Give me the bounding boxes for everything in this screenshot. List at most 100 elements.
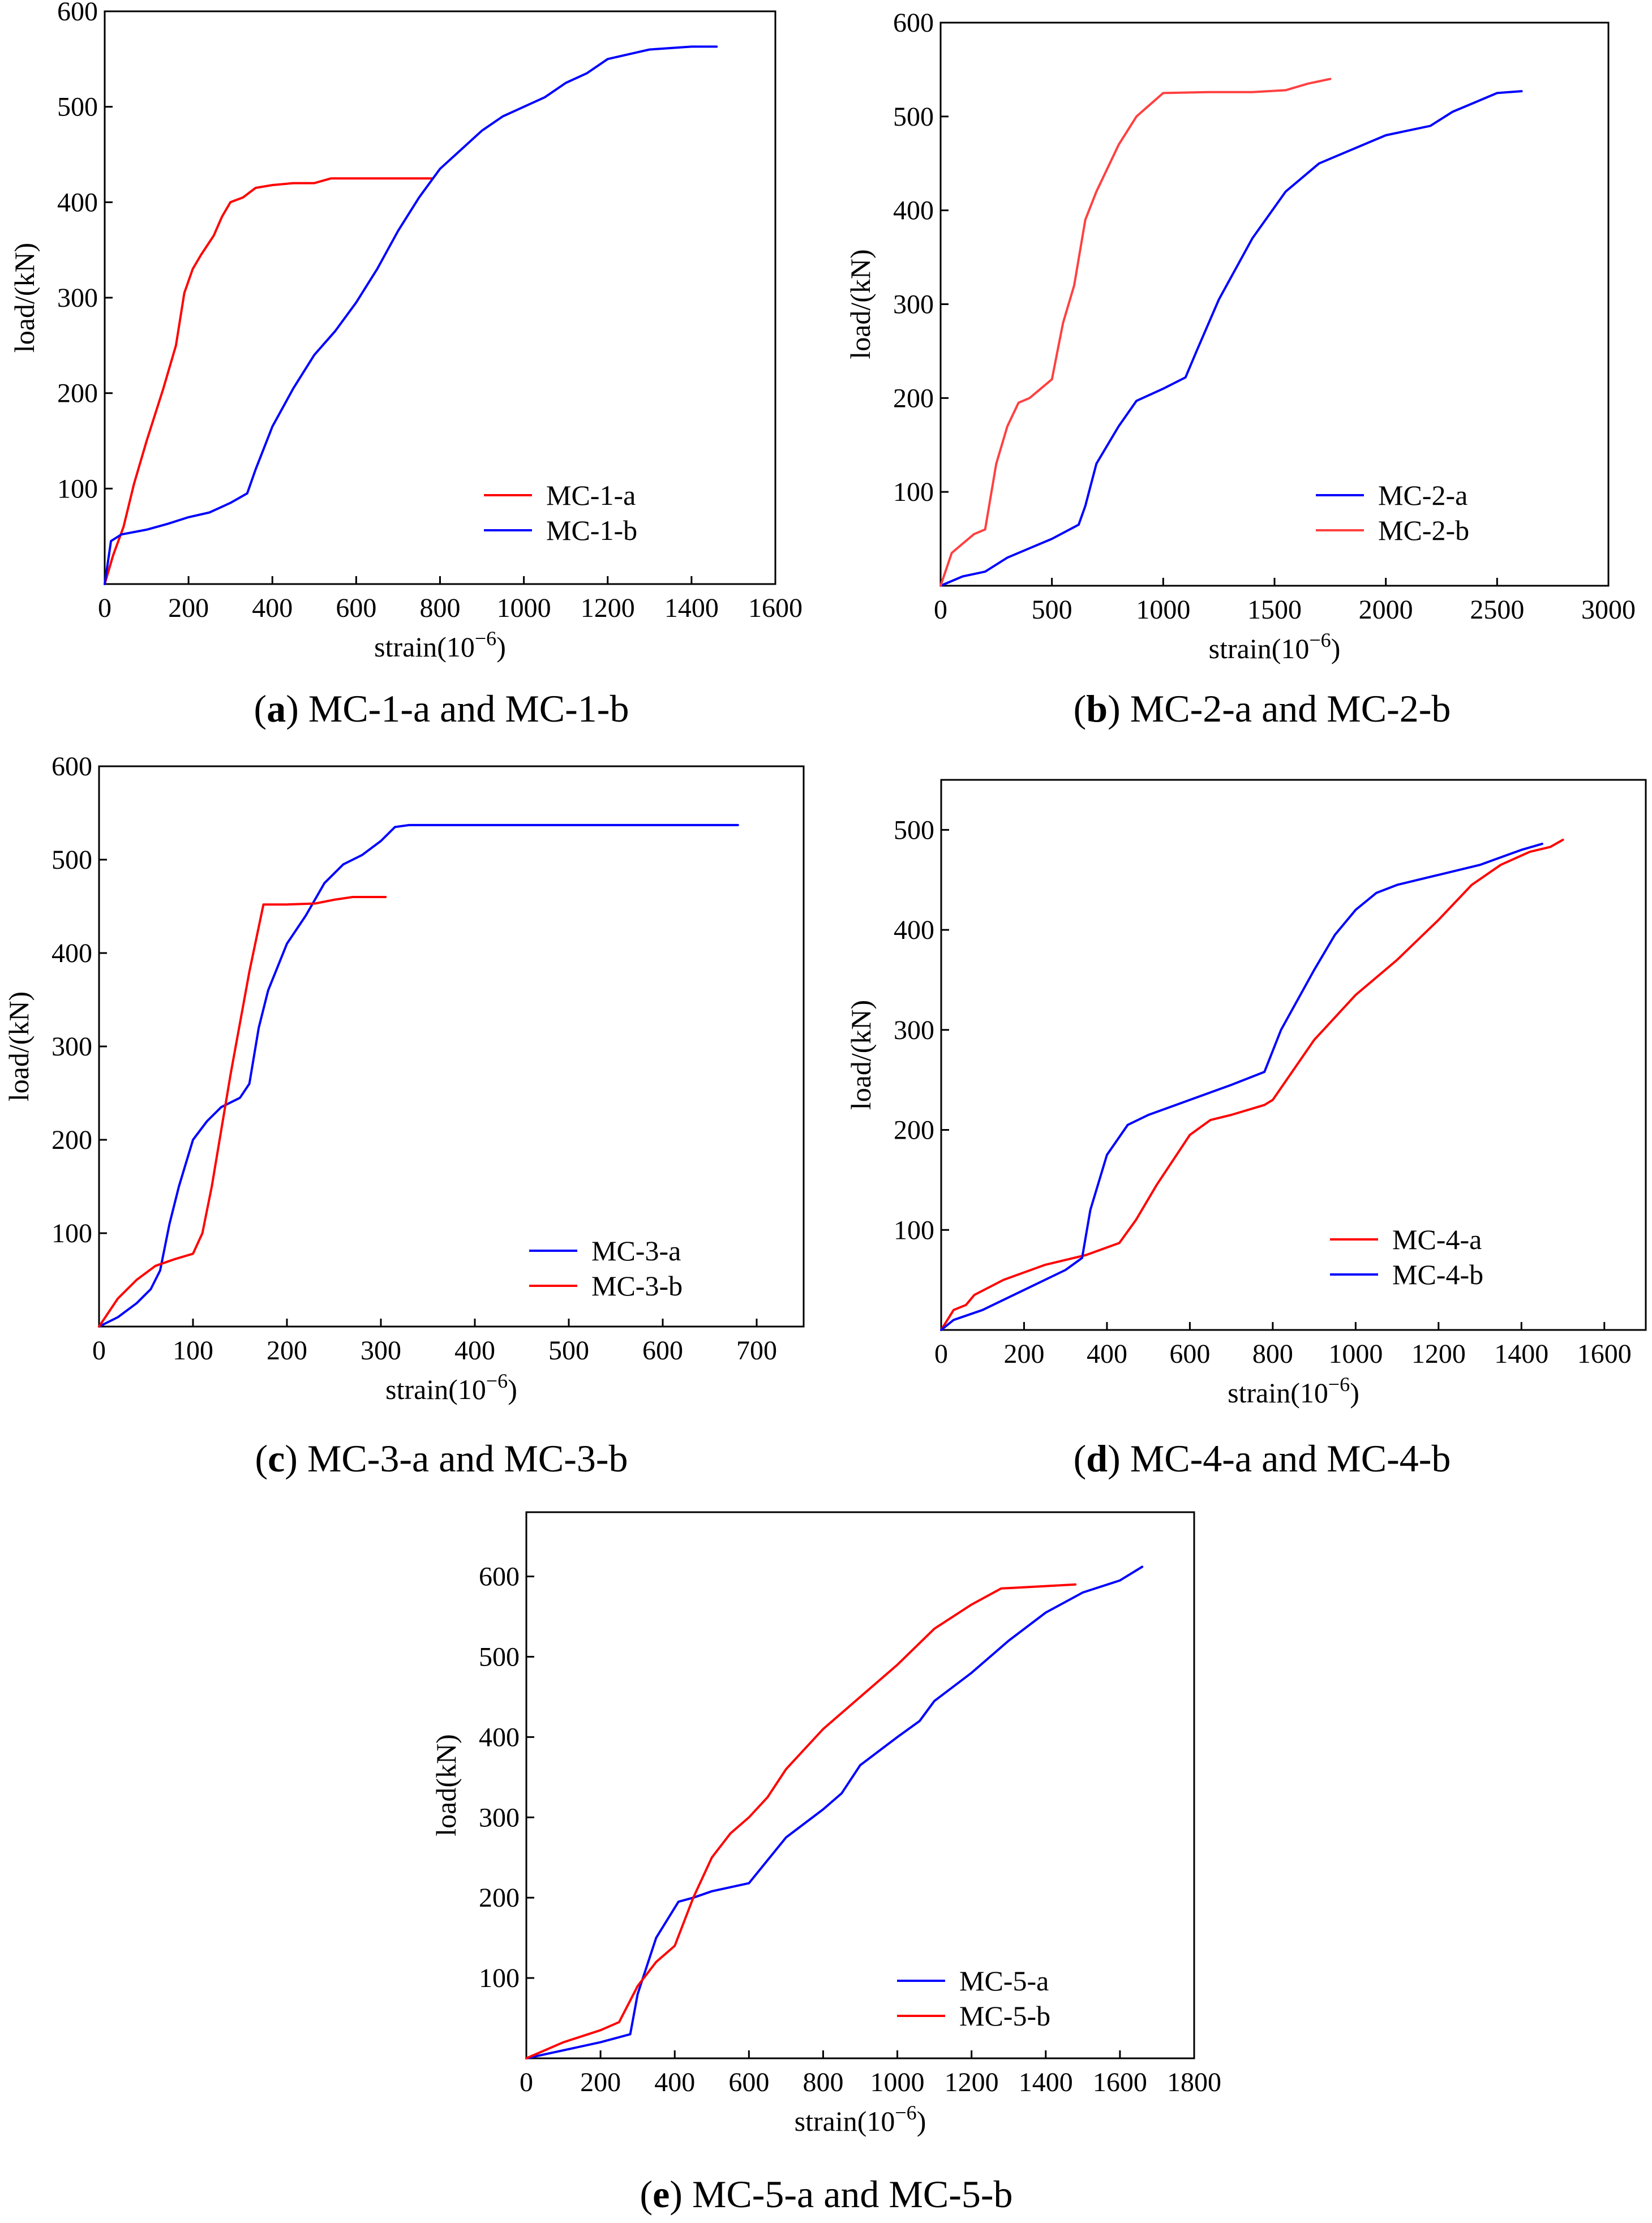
caption-letter: d — [1086, 1437, 1108, 1480]
x-tick-label: 200 — [1003, 1339, 1044, 1369]
y-tick-label: 400 — [57, 187, 98, 217]
x-tick-label: 2500 — [1470, 595, 1524, 625]
legend-label: MC-5-a — [959, 1965, 1049, 1997]
x-tick-label: 1200 — [1411, 1339, 1466, 1369]
caption-close: ) — [1108, 1437, 1121, 1480]
x-tick-label: 1200 — [945, 2067, 999, 2097]
x-axis-label-exponent: −6 — [1309, 629, 1331, 651]
caption-close: ) — [670, 2173, 683, 2216]
y-tick-label: 300 — [479, 1803, 520, 1833]
x-axis-label-exponent: −6 — [895, 2101, 916, 2124]
panel-caption: (a) MC-1-a and MC-1-b — [254, 687, 629, 730]
x-axis-label-close: ) — [917, 2105, 926, 2137]
y-tick-label: 100 — [479, 1963, 520, 1993]
caption-text: MC-5-a and MC-5-b — [683, 2173, 1013, 2216]
caption-letter: b — [1086, 687, 1108, 730]
legend-label: MC-2-b — [1378, 514, 1469, 546]
x-axis-label-exponent: −6 — [475, 627, 496, 650]
x-axis-label-exponent: −6 — [1328, 1373, 1350, 1396]
y-tick-label: 200 — [57, 379, 98, 409]
legend-label: MC-2-a — [1378, 479, 1468, 511]
x-tick-label: 1000 — [497, 593, 551, 623]
x-tick-label: 200 — [168, 593, 209, 623]
x-tick-label: 600 — [1169, 1339, 1210, 1369]
x-axis-label-base: strain(10 — [1209, 633, 1310, 664]
caption-text: MC-1-a and MC-1-b — [299, 687, 629, 730]
y-tick-label: 300 — [894, 1015, 934, 1045]
legend-label: MC-3-a — [591, 1235, 681, 1267]
series-line-MC-1-a — [104, 177, 433, 585]
x-tick-label: 800 — [420, 593, 461, 623]
panel-caption: (c) MC-3-a and MC-3-b — [255, 1437, 628, 1480]
series-line-MC-4-a — [940, 839, 1564, 1331]
caption-close: ) — [285, 1437, 298, 1480]
y-tick-label: 400 — [52, 938, 92, 968]
plot-frame — [104, 10, 776, 585]
x-axis-label-base: strain(10 — [1228, 1377, 1328, 1409]
y-tick-label: 500 — [57, 92, 98, 122]
caption-letter: c — [268, 1437, 285, 1480]
x-tick-label: 800 — [803, 2067, 843, 2097]
series-line-MC-5-a — [525, 1565, 1144, 2059]
x-tick-label: 0 — [520, 2067, 533, 2097]
y-tick-label: 500 — [479, 1642, 520, 1672]
y-tick-label: 200 — [479, 1883, 520, 1913]
x-tick-label: 1600 — [1577, 1339, 1632, 1369]
y-tick-label: 100 — [52, 1218, 92, 1248]
x-tick-label: 1000 — [870, 2067, 925, 2097]
x-tick-label: 400 — [252, 593, 293, 623]
x-tick-label: 600 — [336, 593, 376, 623]
x-tick-label: 0 — [98, 593, 111, 623]
x-axis-label-base: strain(10 — [795, 2105, 895, 2137]
y-axis-label: load/(kN) — [844, 249, 876, 359]
plot-frame — [939, 22, 1610, 587]
y-tick-label: 500 — [893, 102, 934, 132]
y-tick-label: 600 — [57, 0, 98, 27]
x-axis-label-exponent: −6 — [486, 1370, 508, 1392]
y-tick-label: 400 — [479, 1722, 520, 1752]
series-line-MC-1-b — [104, 45, 718, 585]
y-tick-label: 400 — [893, 196, 934, 226]
caption-open: ( — [1074, 687, 1087, 730]
x-tick-label: 700 — [736, 1336, 777, 1366]
x-tick-label: 1600 — [748, 593, 803, 623]
series-line-MC-5-b — [525, 1583, 1077, 2059]
y-axis-label: load(kN) — [430, 1734, 462, 1836]
x-tick-label: 1200 — [581, 593, 635, 623]
x-tick-label: 3000 — [1581, 595, 1636, 625]
legend-label: MC-3-b — [591, 1270, 683, 1302]
series-line-MC-2-b — [939, 78, 1332, 587]
chart-panel-d: 0 200 400 600 800 1000 1200 1400 1600 100 200 300 40… — [845, 779, 1647, 1480]
y-axis-label: load/(kN) — [8, 243, 40, 353]
chart-panel-b: 0 500 1000 1500 2000 2500 3000 100 200 300 400 500 6… — [844, 8, 1636, 730]
legend-label: MC-4-a — [1392, 1224, 1482, 1255]
y-axis-label: load/(kN) — [845, 1000, 877, 1110]
y-tick-label: 600 — [52, 752, 92, 782]
caption-text: MC-4-a and MC-4-b — [1121, 1437, 1451, 1480]
legend-label: MC-1-a — [546, 479, 636, 511]
caption-text: MC-3-a and MC-3-b — [298, 1437, 628, 1480]
x-tick-label: 500 — [1032, 595, 1072, 625]
y-tick-label: 500 — [894, 815, 934, 845]
series-line-MC-3-b — [98, 896, 387, 1328]
legend-label: MC-4-b — [1392, 1259, 1483, 1290]
x-tick-label: 1400 — [1494, 1339, 1548, 1369]
x-tick-label: 1400 — [1019, 2067, 1073, 2097]
x-tick-label: 200 — [267, 1336, 307, 1366]
x-axis-label-base: strain(10 — [374, 631, 475, 663]
y-tick-label: 300 — [52, 1032, 92, 1062]
y-tick-label: 600 — [479, 1562, 520, 1592]
y-tick-label: 100 — [57, 474, 98, 504]
x-tick-label: 800 — [1252, 1339, 1293, 1369]
legend-label: MC-1-b — [546, 514, 637, 546]
x-axis-label-close: ) — [508, 1374, 517, 1405]
series-line-MC-4-b — [940, 843, 1543, 1331]
chart-panel-c: 0 100 200 300 400 500 600 700 100 200 300 400 500 600… — [3, 752, 805, 1480]
y-tick-label: 300 — [57, 283, 98, 313]
x-tick-label: 600 — [642, 1336, 683, 1366]
x-tick-label: 1000 — [1328, 1339, 1383, 1369]
x-axis-label-close: ) — [1350, 1377, 1359, 1409]
caption-open: ( — [255, 1437, 268, 1480]
x-tick-label: 0 — [92, 1336, 106, 1366]
